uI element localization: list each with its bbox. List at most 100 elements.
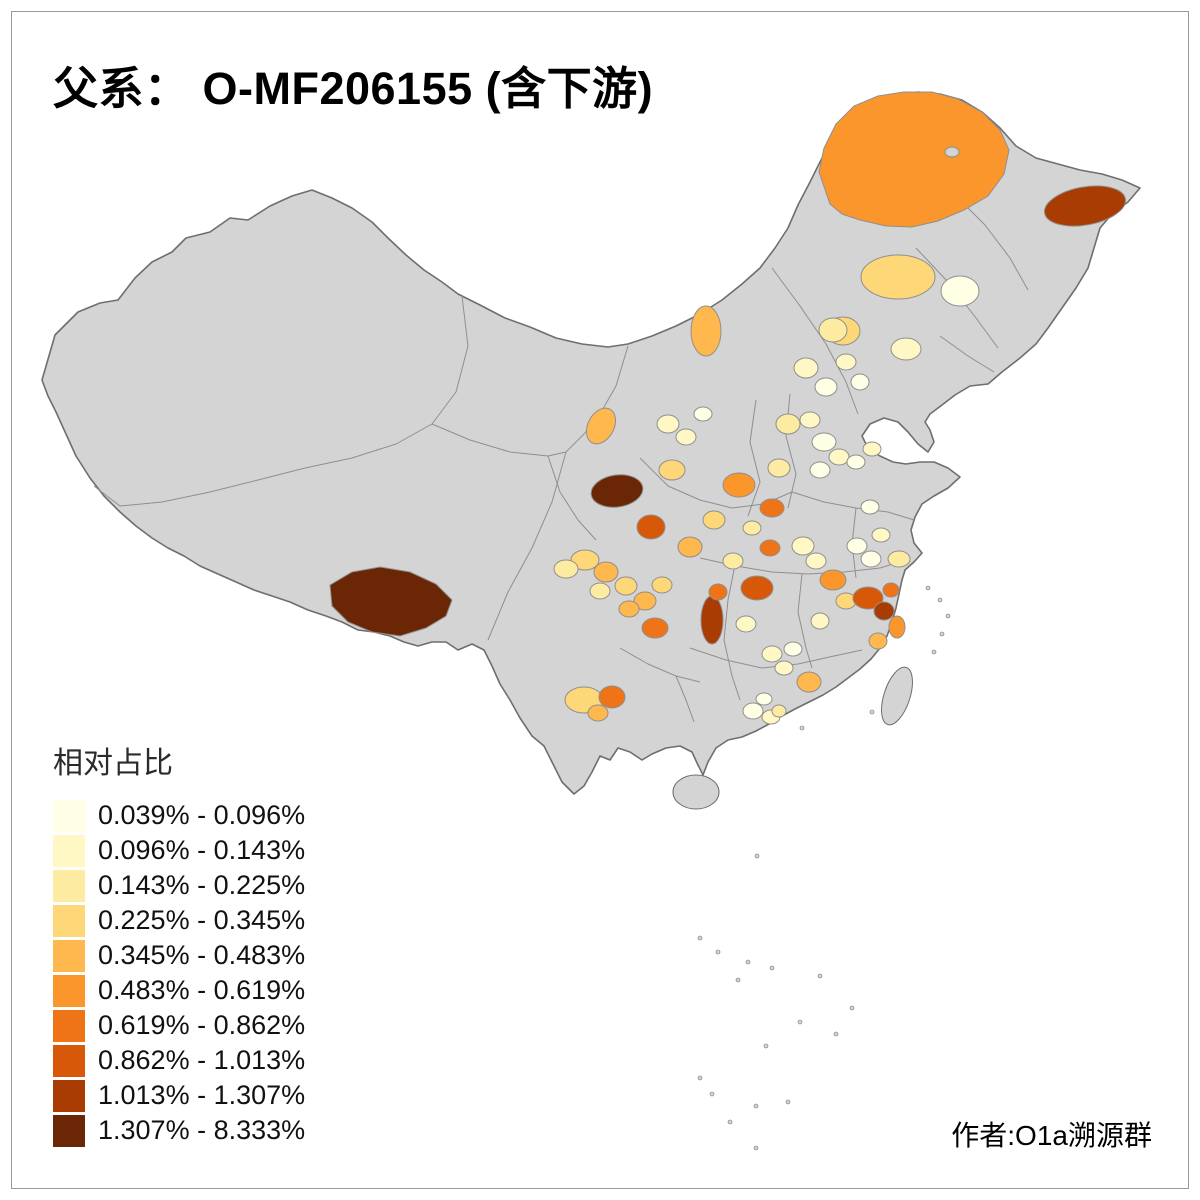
map-region [587, 704, 609, 722]
small-island [939, 631, 945, 637]
small-island [869, 709, 875, 715]
map-region [702, 510, 726, 530]
map-region [850, 373, 870, 391]
legend-swatch [53, 1009, 85, 1042]
small-island [753, 1145, 759, 1151]
map-region [860, 254, 936, 300]
map-region [589, 582, 611, 600]
map-region [871, 527, 891, 543]
legend-label: 0.345% - 0.483% [98, 940, 306, 970]
map-region [656, 414, 680, 434]
map-region [819, 569, 847, 591]
legend-label: 0.619% - 0.862% [98, 1010, 306, 1040]
legend-swatch [53, 799, 85, 832]
small-island [785, 1099, 791, 1105]
province-border [547, 455, 597, 541]
map-region [860, 499, 880, 515]
province-border [675, 675, 695, 723]
plot-border [11, 11, 1189, 1189]
map-region [828, 448, 850, 466]
legend-entry: 0.345% - 0.483% [53, 938, 305, 973]
province-border [954, 194, 1029, 291]
map-region [700, 595, 724, 645]
legend-entry: 0.483% - 0.619% [53, 973, 305, 1008]
legend-swatch [53, 1079, 85, 1112]
map-region [846, 537, 868, 555]
map-region [783, 641, 803, 657]
legend-label: 0.862% - 1.013% [98, 1045, 306, 1075]
legend-entry: 0.862% - 1.013% [53, 1043, 305, 1078]
map-region [887, 550, 911, 568]
map-region [722, 472, 756, 498]
small-island [754, 853, 760, 859]
map-region [771, 704, 787, 718]
map-region [708, 583, 728, 601]
map-region [767, 458, 791, 478]
small-island [797, 1019, 803, 1025]
map-region [852, 586, 884, 610]
map-region [755, 692, 773, 706]
map-region [636, 514, 666, 540]
map-region [835, 353, 857, 371]
map-region [759, 539, 781, 557]
map-region [742, 702, 764, 720]
map-region [796, 671, 822, 693]
map-region [1043, 185, 1127, 227]
small-island [833, 1031, 839, 1037]
small-island [735, 977, 741, 983]
map-region [658, 459, 686, 481]
legend-entry: 0.096% - 0.143% [53, 833, 305, 868]
legend-label: 0.039% - 0.096% [98, 800, 306, 830]
map-region [805, 552, 827, 570]
province-border [93, 295, 469, 507]
legend-entry: 0.039% - 0.096% [53, 798, 305, 833]
small-island [799, 725, 805, 731]
map-region [890, 337, 922, 361]
map-region [759, 498, 785, 518]
map-region [810, 612, 830, 630]
small-island [745, 959, 751, 965]
map-region [742, 520, 762, 536]
map-region [809, 461, 831, 479]
legend-label: 0.143% - 0.225% [98, 870, 306, 900]
legend-label: 0.483% - 0.619% [98, 975, 306, 1005]
map-region [722, 552, 744, 570]
map-region [862, 441, 882, 457]
province-border [771, 267, 859, 415]
island-hainan [672, 774, 720, 810]
map-region [940, 275, 980, 307]
province-border [487, 451, 567, 641]
map-region [811, 432, 837, 452]
page-title: 父系： O-MF206155 (含下游) [53, 63, 654, 114]
legend-entry: 0.143% - 0.225% [53, 868, 305, 903]
small-island [727, 1119, 733, 1125]
small-island [817, 973, 823, 979]
map-region [793, 357, 819, 379]
map-region [677, 536, 703, 558]
map-region [651, 576, 673, 594]
province-border [619, 647, 701, 683]
map-region [775, 413, 801, 435]
small-island [753, 1103, 759, 1109]
small-island [931, 649, 937, 655]
legend-entry: 1.013% - 1.307% [53, 1078, 305, 1113]
legend-swatch [53, 974, 85, 1007]
map-region [590, 474, 644, 508]
legend-entry: 0.619% - 0.862% [53, 1008, 305, 1043]
map-region [553, 559, 579, 579]
map-region [690, 305, 722, 357]
legend-swatch [53, 834, 85, 867]
legend: 相对占比 0.039% - 0.096% 0.096% - 0.143% 0.143… [53, 738, 305, 1148]
legend-swatch [53, 904, 85, 937]
province-border [939, 335, 995, 373]
small-island [715, 949, 721, 955]
legend-swatch [53, 869, 85, 902]
small-island [925, 585, 931, 591]
map-region [593, 561, 619, 583]
map-region [614, 576, 638, 596]
legend-swatch [53, 939, 85, 972]
legend-entry: 1.307% - 8.333% [53, 1113, 305, 1148]
map-region [818, 317, 848, 343]
legend-label: 1.307% - 8.333% [98, 1115, 306, 1145]
